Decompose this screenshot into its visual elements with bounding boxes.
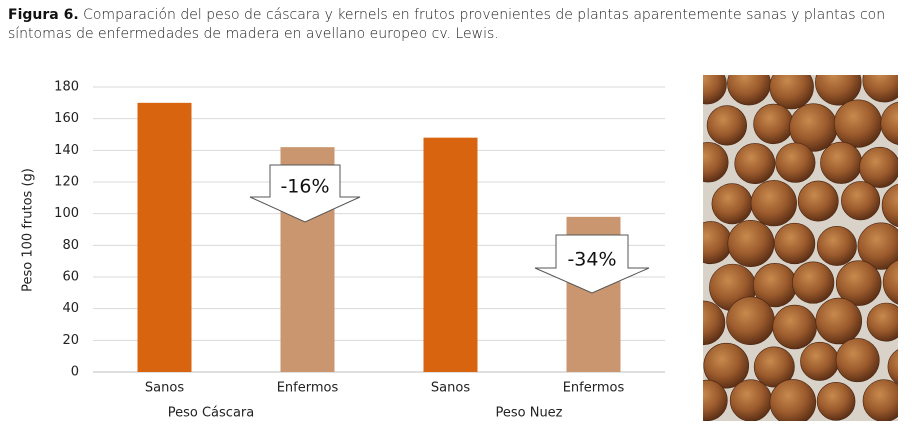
hazelnut (703, 75, 727, 105)
hazelnut (792, 261, 835, 304)
hazelnut (815, 75, 862, 106)
bar (423, 137, 478, 372)
hazelnut (880, 101, 898, 145)
annotation-label: -34% (567, 249, 616, 271)
hazelnut (703, 342, 750, 389)
y-tick-label: 140 (54, 143, 79, 158)
caption-text: Comparación del peso de cáscara y kernel… (8, 7, 886, 42)
hazelnut (706, 105, 747, 146)
y-tick-label: 120 (54, 175, 79, 190)
y-tick-label: 20 (62, 333, 79, 348)
annotation-arrow (249, 164, 361, 223)
hazelnut (769, 379, 817, 421)
y-tick-label: 0 (71, 365, 79, 380)
hazelnut (726, 296, 775, 345)
hazelnut (729, 379, 772, 421)
hazelnut (815, 297, 863, 345)
hazelnut (703, 379, 728, 421)
hazelnut (711, 183, 753, 225)
bar (137, 102, 192, 372)
hazelnut (734, 143, 776, 185)
x-tick-label: Sanos (431, 381, 470, 396)
y-tick-label: 100 (54, 206, 79, 221)
hazelnut (881, 183, 898, 228)
y-tick-label: 40 (62, 301, 79, 316)
hazelnut (862, 379, 898, 421)
hazelnut (887, 349, 898, 385)
hazelnut (769, 75, 814, 110)
hazelnut (835, 338, 880, 383)
hazelnut (859, 146, 898, 188)
caption: Figura 6. Comparación del peso de cáscar… (8, 6, 903, 44)
hazelnut (703, 221, 733, 265)
hazelnut (882, 259, 898, 305)
hazelnut (775, 142, 816, 183)
y-tick-label: 80 (62, 238, 79, 253)
x-tick-label: Enfermos (563, 381, 625, 396)
hazelnut (727, 75, 771, 106)
hazelnut (773, 222, 816, 265)
hazelnut (835, 260, 882, 306)
hazelnut (753, 103, 794, 145)
hazelnut-photo (703, 75, 898, 421)
hazelnut (753, 346, 795, 388)
y-tick-label: 60 (62, 270, 79, 285)
hazelnut (816, 382, 856, 421)
x-tick-label: Enfermos (277, 381, 339, 396)
hazelnut (703, 142, 729, 183)
hazelnut (841, 181, 881, 221)
hazelnut (703, 300, 726, 346)
x-tick-label: Sanos (145, 381, 184, 396)
hazelnut (800, 341, 840, 381)
hazelnut (833, 99, 883, 148)
y-tick-label: 180 (54, 80, 79, 95)
caption-label: Figura 6. (8, 7, 79, 23)
hazelnut (857, 222, 898, 270)
annotation-arrow (534, 234, 650, 294)
hazelnut (797, 180, 839, 222)
hazelnut (816, 225, 857, 266)
group-label: Peso Nuez (495, 406, 562, 421)
y-tick-label: 160 (54, 111, 79, 126)
hazelnut (750, 180, 797, 227)
hazelnut (862, 75, 898, 103)
hazelnut (866, 302, 898, 342)
hazelnut (820, 141, 863, 184)
group-label: Peso Cáscara (168, 406, 254, 421)
annotation-label: -16% (280, 176, 329, 198)
hazelnut (772, 304, 817, 350)
y-axis-label: Peso 100 frutos (g) (21, 168, 36, 292)
hazelnut (727, 220, 775, 268)
